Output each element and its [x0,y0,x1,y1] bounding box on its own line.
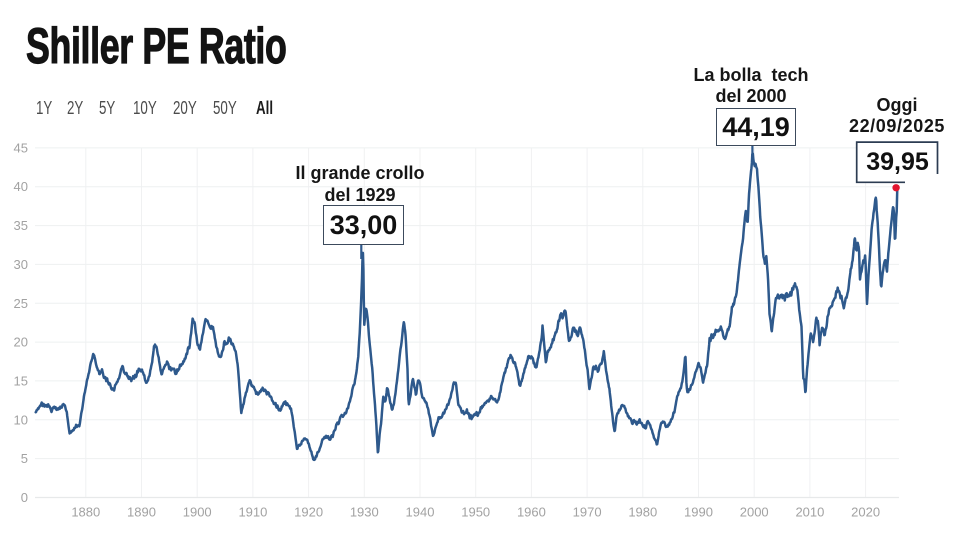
svg-text:1910: 1910 [238,505,267,520]
svg-text:35: 35 [14,218,28,233]
svg-text:1890: 1890 [127,505,156,520]
svg-text:1930: 1930 [350,505,379,520]
svg-text:30: 30 [14,257,28,272]
svg-text:1900: 1900 [183,505,212,520]
svg-text:10: 10 [14,412,28,427]
svg-text:15: 15 [14,373,28,388]
svg-text:1920: 1920 [294,505,323,520]
svg-text:1960: 1960 [517,505,546,520]
svg-text:2000: 2000 [740,505,769,520]
svg-text:5: 5 [21,451,28,466]
svg-text:1880: 1880 [71,505,100,520]
svg-text:1990: 1990 [684,505,713,520]
svg-text:40: 40 [14,179,28,194]
svg-text:2020: 2020 [851,505,880,520]
svg-text:45: 45 [14,140,28,155]
svg-text:1940: 1940 [406,505,435,520]
svg-text:1980: 1980 [628,505,657,520]
svg-text:1950: 1950 [461,505,490,520]
svg-text:20: 20 [14,335,28,350]
svg-text:25: 25 [14,296,28,311]
svg-text:0: 0 [21,490,28,505]
svg-text:2010: 2010 [795,505,824,520]
svg-text:1970: 1970 [573,505,602,520]
